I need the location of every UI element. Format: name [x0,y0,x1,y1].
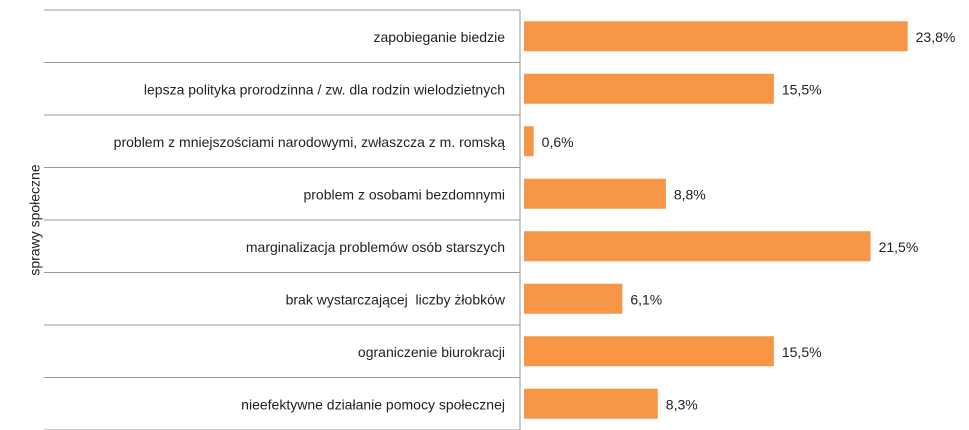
value-label: 0,6% [542,134,574,150]
y-tick-label: problem z mniejszościami narodowymi, zwł… [114,134,506,150]
y-tick-label: brak wystarczającej liczby żłobków [286,291,506,307]
y-tick-label: lepsza polityka prorodzinna / zw. dla ro… [144,81,505,97]
value-label: 15,5% [782,81,822,97]
value-label: 8,3% [666,396,698,412]
y-tick-label: problem z osobami bezdomnymi [303,186,505,202]
bar [524,336,774,367]
y-axis-label: sprawy społeczne [27,164,43,275]
bar [524,21,908,52]
value-label: 8,8% [674,186,706,202]
value-label: 6,1% [630,291,662,307]
y-tick-label: marginalizacja problemów osób starszych [246,239,505,255]
bar [524,178,666,209]
bar [524,126,534,157]
y-tick-label: ograniczenie biurokracji [358,344,505,360]
bar [524,283,623,314]
bar [524,388,658,419]
value-label: 23,8% [916,29,956,45]
value-label: 21,5% [879,239,919,255]
bar [524,231,871,262]
value-label: 15,5% [782,344,822,360]
y-tick-label: nieefektywne działanie pomocy społecznej [241,396,505,412]
bar [524,73,774,104]
y-tick-label: zapobieganie biedzie [373,29,505,45]
